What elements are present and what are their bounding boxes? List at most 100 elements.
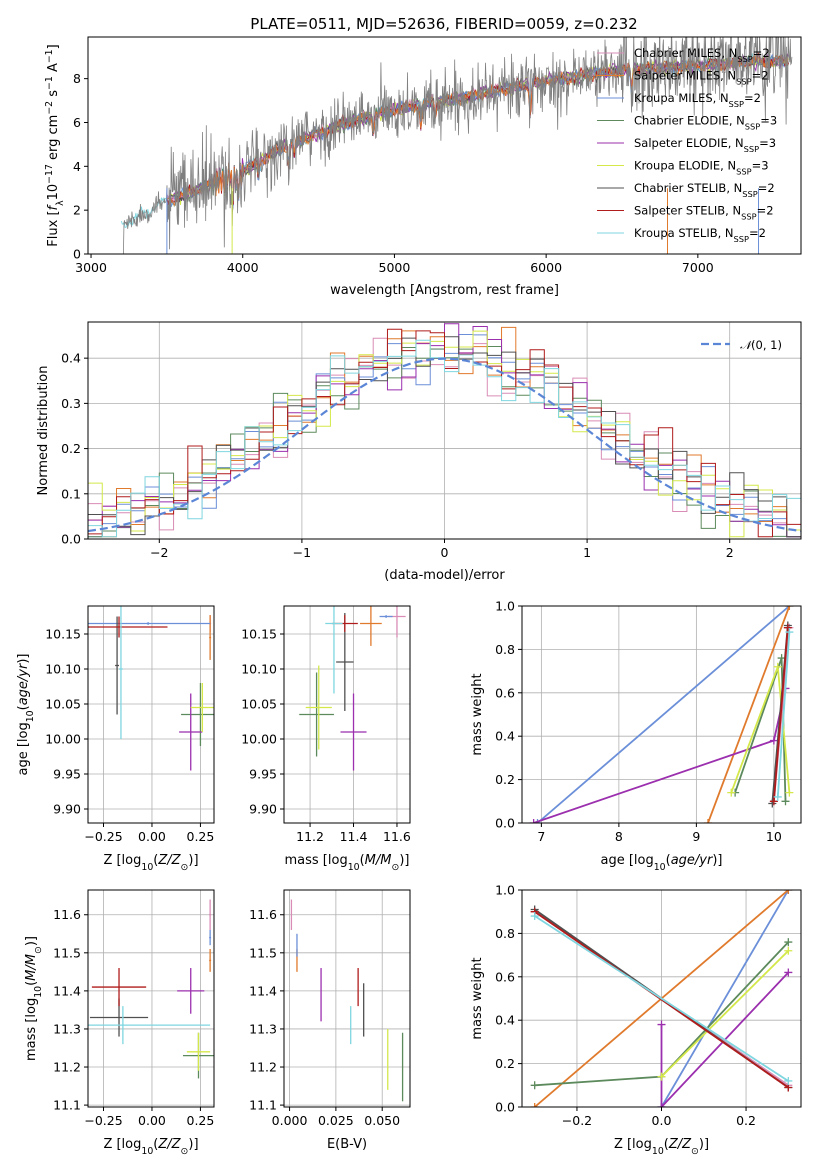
y-axis-label: Normed distribution <box>36 366 51 496</box>
plot-layer: 3000 4000 5000 6000 7000 0 2 4 6 8 wavelength [Ang… <box>16 36 802 1157</box>
y-tick-label: 0.8 <box>495 642 515 657</box>
mass-weight-marker <box>769 736 778 745</box>
mass-weight-marker <box>529 819 538 823</box>
age-vs-mass-frame <box>283 605 411 824</box>
mass-weight-line <box>536 606 790 823</box>
mass-weight-marker <box>784 946 793 955</box>
y-tick-label: 9.95 <box>249 767 277 782</box>
x-tick-label: 7 <box>537 829 545 844</box>
y-tick-label: 11.6 <box>53 907 81 922</box>
mass-weight-marker <box>784 968 793 977</box>
x-tick-label: 11.4 <box>340 829 368 844</box>
mass-weight-marker <box>657 1072 666 1081</box>
y-tick-label: 10.00 <box>45 732 81 747</box>
y-tick-label: 0.4 <box>495 729 515 744</box>
x-axis-label: Z [log10(Z/Z⊙)] <box>103 1137 198 1157</box>
y-tick-label: 10.00 <box>241 732 277 747</box>
y-tick-label: 4 <box>73 159 81 174</box>
x-tick-label: 10 <box>766 829 782 844</box>
mass-weight-marker <box>530 912 539 921</box>
x-tick-label: −0.2 <box>562 1113 592 1128</box>
mass-weight-marker <box>785 628 794 637</box>
mass-weight-marker <box>773 662 782 671</box>
y-tick-label: 11.3 <box>53 1021 81 1036</box>
y-tick-label: 0.0 <box>495 816 515 831</box>
x-tick-label: 1 <box>583 545 591 560</box>
legend-entry-label: Salpeter STELIB, NSSP=2 <box>634 204 774 222</box>
x-tick-label: 7000 <box>682 260 714 275</box>
legend-entry-label: Chabrier ELODIE, NSSP=3 <box>634 114 777 132</box>
age-vs-Z-marks <box>88 606 214 771</box>
x-tick-label: 0.25 <box>187 1113 215 1128</box>
y-tick-label: 0.4 <box>61 351 81 366</box>
y-tick-label: 1.0 <box>495 883 515 898</box>
residual-hist-frame <box>87 321 802 540</box>
y-tick-label: 11.4 <box>53 983 81 998</box>
x-tick-label: 0.25 <box>187 829 215 844</box>
y-tick-label: 0.0 <box>61 532 81 547</box>
mass-weight-marker <box>769 797 778 806</box>
spectrum-axes: 3000 4000 5000 6000 7000 0 2 4 6 8 <box>73 71 714 275</box>
y-tick-label: 0.2 <box>495 1056 515 1071</box>
y-tick-label: 10.05 <box>45 697 81 712</box>
y-tick-label: 8 <box>73 71 81 86</box>
y-tick-label: 11.2 <box>249 1060 277 1075</box>
mass-weight-line <box>534 910 789 1089</box>
x-axis-label: E(B-V) <box>327 1137 367 1152</box>
mass-vs-Z-frame <box>87 889 215 1108</box>
mass-vs-ebv-marks <box>290 899 404 1102</box>
x-axis-label: wavelength [Angstrom, rest frame] <box>330 283 559 298</box>
mass-weight-marker <box>784 938 793 947</box>
y-tick-label: 0.4 <box>495 1013 515 1028</box>
age-vs-mass-axes: 11.2 11.4 11.6 9.90 9.95 10.00 10.05 10.10 10.15 <box>241 606 411 844</box>
mass-weight-line <box>534 915 789 1082</box>
x-tick-label: 0.00 <box>138 829 166 844</box>
y-tick-label: 0.6 <box>495 685 515 700</box>
x-tick-label: 9 <box>692 829 700 844</box>
mass-weight-marker <box>533 819 542 823</box>
mass-weight-marker <box>785 606 794 610</box>
figure-title: PLATE=0511, MJD=52636, FIBERID=0059, z=0… <box>250 15 637 33</box>
legend-entry-label: Kroupa ELODIE, NSSP=3 <box>634 159 769 177</box>
y-tick-label: 10.10 <box>45 662 81 677</box>
x-axis-label: Z [log10(Z/Z⊙)] <box>614 1137 709 1157</box>
x-tick-label: 0.0 <box>652 1113 672 1128</box>
mass-weight-marker <box>657 1103 666 1107</box>
y-tick-label: 0.1 <box>61 486 81 501</box>
y-tick-label: 0.2 <box>61 441 81 456</box>
mass-weight-line <box>776 631 791 798</box>
y-tick-label: 9.95 <box>53 767 81 782</box>
massweight-vs-age-marks <box>529 606 794 823</box>
x-tick-label: −2 <box>150 545 168 560</box>
y-tick-label: 0.8 <box>495 926 515 941</box>
x-axis-label: age [log10(age/yr)] <box>600 853 722 873</box>
mass-weight-marker <box>773 792 782 801</box>
mass-weight-marker <box>784 890 793 894</box>
residual-histogram-step <box>88 339 801 538</box>
massweight-vs-Z-marks <box>530 890 793 1107</box>
legend-entry-label: Chabrier STELIB, NSSP=2 <box>634 181 775 199</box>
x-tick-label: 5000 <box>379 260 411 275</box>
spectrum-frame <box>87 36 802 255</box>
y-axis-label: age [log10(age/yr)] <box>16 653 36 775</box>
mass-weight-marker <box>530 1103 539 1107</box>
mass-weight-line <box>773 627 789 802</box>
y-tick-label: 9.90 <box>53 802 81 817</box>
x-axis-label: Z [log10(Z/Z⊙)] <box>103 853 198 873</box>
y-tick-label: 11.5 <box>53 945 81 960</box>
y-tick-label: 11.6 <box>249 907 277 922</box>
legend-entry-label: Kroupa MILES, NSSP=2 <box>634 91 761 109</box>
mass-weight-marker <box>657 1020 666 1029</box>
x-tick-label: 8 <box>615 829 623 844</box>
x-tick-label: 2 <box>726 545 734 560</box>
normal-curve <box>88 357 801 533</box>
x-tick-label: 3000 <box>75 260 107 275</box>
legend-entry-label: Salpeter ELODIE, NSSP=3 <box>634 136 776 154</box>
y-tick-label: 11.1 <box>249 1098 277 1113</box>
y-tick-label: 1.0 <box>495 599 515 614</box>
x-tick-label: 0.025 <box>318 1113 354 1128</box>
y-tick-label: 11.1 <box>53 1098 81 1113</box>
x-tick-label: −0.25 <box>84 1113 122 1128</box>
massweight-vs-age-frame <box>521 605 802 824</box>
